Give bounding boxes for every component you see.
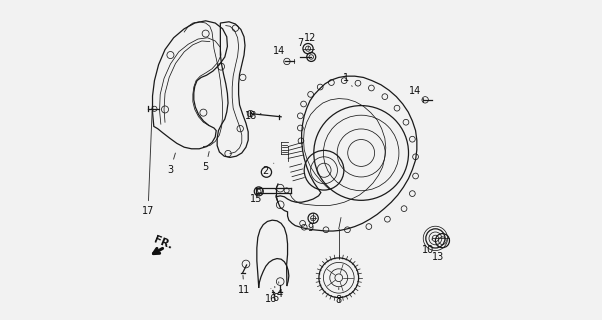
Text: 9: 9	[307, 219, 313, 233]
Text: 6: 6	[272, 286, 279, 303]
Text: 12: 12	[305, 33, 317, 49]
Text: 4: 4	[276, 282, 282, 299]
Text: 13: 13	[432, 244, 444, 262]
Text: 5: 5	[202, 151, 209, 172]
Text: 16: 16	[265, 289, 278, 304]
Text: 3: 3	[167, 153, 175, 175]
Text: 11: 11	[238, 276, 250, 295]
Text: 10: 10	[422, 237, 435, 255]
Text: 7: 7	[297, 38, 304, 52]
Text: 17: 17	[142, 112, 154, 216]
Text: FR.: FR.	[152, 234, 173, 251]
Text: 18: 18	[245, 111, 261, 121]
Text: 14: 14	[273, 46, 285, 61]
Text: 2: 2	[262, 163, 274, 176]
Text: 8: 8	[336, 288, 342, 305]
Text: 15: 15	[250, 194, 262, 204]
Text: 1: 1	[343, 73, 352, 86]
Text: 14: 14	[409, 86, 423, 100]
